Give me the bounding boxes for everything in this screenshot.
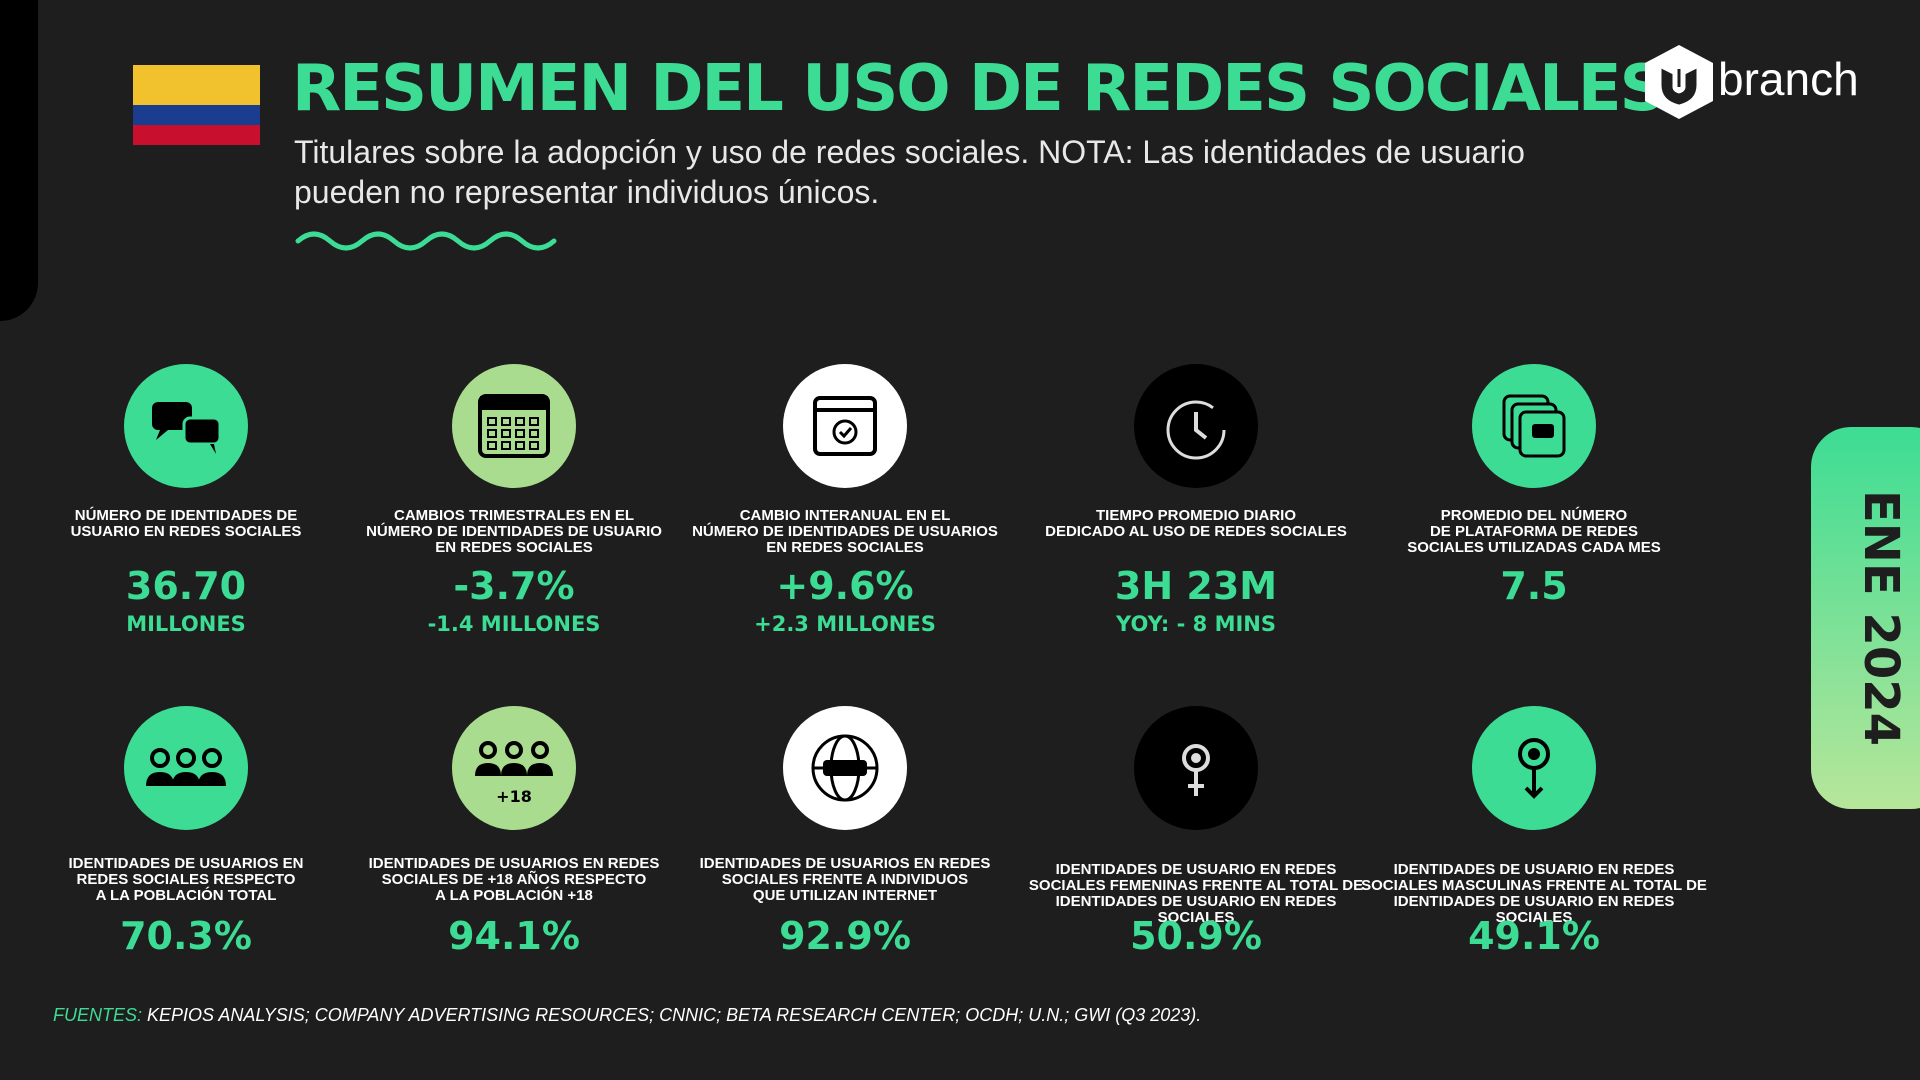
stat-value: 94.1% <box>448 914 580 958</box>
stat-value: 92.9% <box>779 914 911 958</box>
stat-label: TIEMPO PROMEDIO DIARIO DEDICADO AL USO D… <box>1045 507 1347 540</box>
icon-graphic <box>1518 738 1550 799</box>
stat-value: 7.5 <box>1500 564 1568 608</box>
subtitle: Titulares sobre la adopción y uso de red… <box>294 134 1525 210</box>
date-tab-text: ENE 2024 <box>1853 489 1909 747</box>
brand-name: branch <box>1718 53 1859 105</box>
stat-subvalue: MILLONES <box>126 612 246 636</box>
stat-label: PROMEDIO DEL NÚMERO DE PLATAFORMA DE RED… <box>1407 507 1661 556</box>
stat-label: IDENTIDADES DE USUARIO EN REDES SOCIALES… <box>1361 861 1707 926</box>
flag <box>133 65 260 145</box>
icon-graphic <box>811 734 879 802</box>
stat-subvalue: -1.4 MILLONES <box>427 612 601 636</box>
icon-badge: +18 <box>496 787 532 806</box>
icon-graphic <box>146 748 226 786</box>
icon-graphic <box>1182 744 1210 796</box>
stat-value: 50.9% <box>1130 914 1262 958</box>
stat-label: IDENTIDADES DE USUARIOS EN REDES SOCIALE… <box>68 855 304 904</box>
stat-value: 3H 23M <box>1114 564 1278 608</box>
stat-icon <box>1134 706 1258 830</box>
icon-graphic: +18 <box>475 741 553 806</box>
stat-value: 70.3% <box>120 914 252 958</box>
stat-icon <box>452 364 576 488</box>
stat-label: NÚMERO DE IDENTIDADES DE USUARIO EN REDE… <box>70 507 302 540</box>
icon-graphic <box>1166 400 1226 460</box>
icon-graphic <box>1502 394 1566 458</box>
stat-label: IDENTIDADES DE USUARIO EN REDES SOCIALES… <box>1028 861 1364 926</box>
stat-label: CAMBIOS TRIMESTRALES EN EL NÚMERO DE IDE… <box>366 507 662 556</box>
footer: FUENTES: KEPIOS ANALYSIS; COMPANY ADVERT… <box>53 1005 1201 1026</box>
icon-graphic <box>478 394 550 458</box>
corner-shape <box>0 0 38 321</box>
stat-icon: +18 <box>452 706 576 830</box>
stat-value: 36.70 <box>125 564 247 608</box>
date-tab: ENE 2024 <box>1811 427 1920 809</box>
stat-icon <box>124 364 248 488</box>
icon-graphic <box>152 402 222 454</box>
title: RESUMEN DEL USO DE REDES SOCIALES <box>292 52 1666 126</box>
stat-icon <box>124 706 248 830</box>
stat-label: IDENTIDADES DE USUARIOS EN REDES SOCIALE… <box>368 855 660 904</box>
sources-label: FUENTES: <box>53 1005 143 1025</box>
stat-subvalue: YOY: - 8 MINS <box>1115 612 1276 636</box>
stat-icon <box>783 706 907 830</box>
stat-value: 49.1% <box>1468 914 1600 958</box>
stat-icon <box>1134 364 1258 488</box>
stat-icon <box>783 364 907 488</box>
stat-icon <box>1472 364 1596 488</box>
stat-value: +9.6% <box>776 564 914 608</box>
icon-graphic <box>813 396 877 456</box>
stat-value: -3.7% <box>453 564 575 608</box>
stat-subvalue: +2.3 MILLONES <box>754 612 936 636</box>
stat-icon <box>1472 706 1596 830</box>
stat-label: IDENTIDADES DE USUARIOS EN REDES SOCIALE… <box>699 855 991 904</box>
wave <box>295 231 557 251</box>
sources: KEPIOS ANALYSIS; COMPANY ADVERTISING RES… <box>142 1005 1202 1025</box>
stat-label: CAMBIO INTERANUAL EN EL NÚMERO DE IDENTI… <box>692 507 998 556</box>
brand-logo <box>1645 45 1713 119</box>
